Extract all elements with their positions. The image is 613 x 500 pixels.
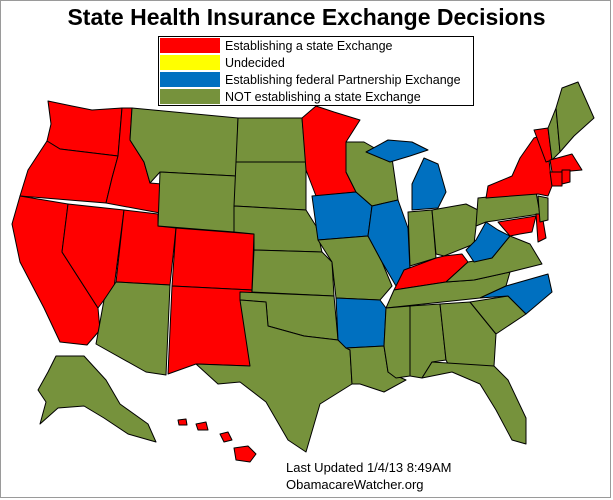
state-massachusetts: [549, 153, 583, 173]
last-updated-text: Last Updated 1/4/13 8:49AM: [286, 460, 452, 475]
state-florida: [421, 361, 527, 445]
state-maryland: [497, 215, 537, 237]
state-north-dakota: [235, 117, 307, 163]
legend-swatch-yellow: [160, 55, 220, 70]
source-text: ObamacareWatcher.org: [286, 477, 424, 492]
legend-label: Undecided: [225, 55, 285, 70]
state-colorado: [171, 227, 255, 291]
state-hawaii-big-island: [233, 445, 257, 463]
legend: Establishing a state Exchange Undecided …: [158, 36, 474, 106]
state-alaska: [37, 355, 157, 443]
state-west-virginia: [465, 221, 511, 263]
state-wyoming: [157, 171, 237, 233]
legend-item-undecided: Undecided: [159, 54, 473, 71]
state-new-jersey: [537, 195, 549, 223]
state-iowa: [311, 191, 373, 241]
state-connecticut: [549, 171, 563, 187]
legend-item-state-exchange: Establishing a state Exchange: [159, 37, 473, 54]
state-mississippi: [383, 305, 411, 379]
legend-swatch-green: [160, 89, 220, 104]
legend-label: Establishing a state Exchange: [225, 38, 393, 53]
legend-item-not-establishing: NOT establishing a state Exchange: [159, 88, 473, 105]
footer: Last Updated 1/4/13 8:49AM ObamacareWatc…: [286, 459, 452, 493]
state-new-mexico: [167, 285, 253, 375]
state-arkansas: [335, 297, 387, 349]
legend-label: Establishing federal Partnership Exchang…: [225, 72, 461, 87]
state-hawaii-kauai: [177, 418, 188, 426]
legend-item-partnership: Establishing federal Partnership Exchang…: [159, 71, 473, 88]
state-south-dakota: [233, 161, 307, 211]
state-texas: [195, 299, 353, 453]
legend-swatch-blue: [160, 72, 220, 87]
map-title: State Health Insurance Exchange Decision…: [67, 4, 546, 30]
state-indiana: [407, 209, 437, 267]
state-michigan-upper: [365, 139, 429, 163]
state-rhode-island: [561, 169, 571, 185]
state-michigan-lower: [411, 157, 447, 211]
legend-label: NOT establishing a state Exchange: [225, 89, 421, 104]
state-north-carolina: [479, 273, 553, 315]
state-maine: [555, 81, 595, 153]
state-hawaii-oahu: [195, 421, 209, 431]
state-kansas: [251, 249, 335, 297]
state-hawaii-maui: [219, 431, 233, 443]
legend-swatch-red: [160, 38, 220, 53]
state-arizona: [95, 281, 171, 376]
